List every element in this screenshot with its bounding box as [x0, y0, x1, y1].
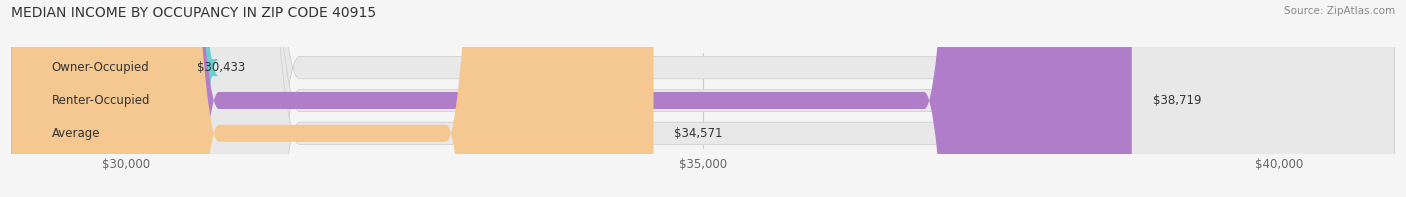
FancyBboxPatch shape — [11, 0, 1132, 197]
Text: Source: ZipAtlas.com: Source: ZipAtlas.com — [1284, 6, 1395, 16]
FancyBboxPatch shape — [11, 0, 1395, 197]
Text: $34,571: $34,571 — [675, 127, 723, 140]
FancyBboxPatch shape — [11, 0, 1395, 197]
Text: Average: Average — [52, 127, 100, 140]
FancyBboxPatch shape — [0, 0, 219, 197]
Text: $30,433: $30,433 — [197, 61, 246, 74]
Text: MEDIAN INCOME BY OCCUPANCY IN ZIP CODE 40915: MEDIAN INCOME BY OCCUPANCY IN ZIP CODE 4… — [11, 6, 377, 20]
FancyBboxPatch shape — [11, 0, 1395, 197]
Text: Renter-Occupied: Renter-Occupied — [52, 94, 150, 107]
Text: Owner-Occupied: Owner-Occupied — [52, 61, 149, 74]
Text: $38,719: $38,719 — [1153, 94, 1201, 107]
FancyBboxPatch shape — [11, 0, 654, 197]
